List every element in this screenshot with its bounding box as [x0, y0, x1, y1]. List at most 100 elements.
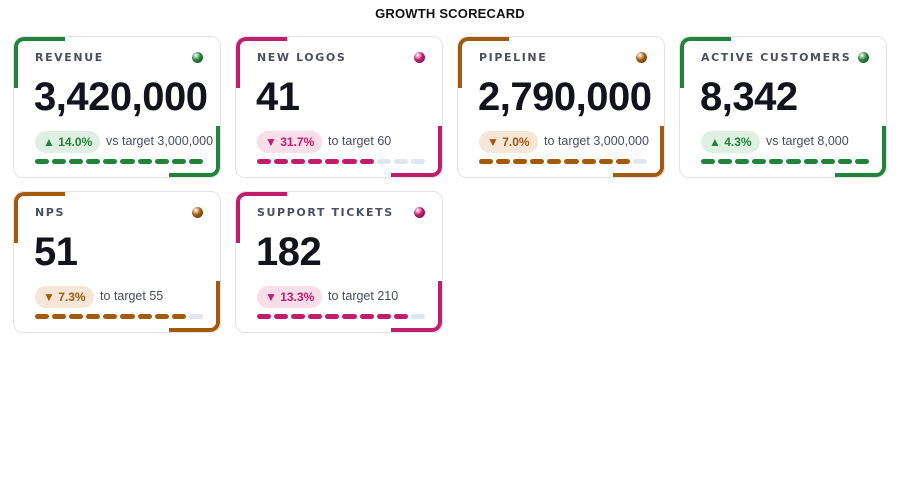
corner-accent-top-left	[14, 192, 65, 243]
progress-segment	[274, 314, 289, 319]
delta-badge: ▼ 13.3%	[257, 286, 323, 308]
progress-segment	[496, 159, 511, 164]
progress-segment	[837, 159, 852, 164]
kpi-value: 3,420,000	[34, 75, 208, 119]
corner-accent-top-left	[236, 37, 287, 88]
progress-segment	[393, 159, 408, 164]
progress-bar	[701, 159, 869, 165]
progress-segment	[188, 159, 203, 164]
kpi-card-support-tickets[interactable]: SUPPORT TICKETS 182 ▼ 13.3% to target 21…	[235, 191, 443, 333]
progress-segment	[86, 159, 101, 164]
kpi-value: 41	[256, 75, 300, 119]
progress-segment	[547, 159, 562, 164]
progress-segment	[171, 314, 186, 319]
progress-segment	[854, 159, 869, 164]
delta-badge: ▲ 14.0%	[35, 131, 101, 153]
progress-segment	[308, 314, 323, 319]
progress-segment	[530, 159, 545, 164]
kpi-label: NPS	[35, 206, 65, 219]
progress-bar	[257, 314, 425, 320]
progress-segment	[120, 159, 135, 164]
status-dot-icon	[414, 52, 425, 63]
progress-segment	[171, 159, 186, 164]
kpi-label: NEW LOGOS	[257, 51, 347, 64]
progress-segment	[718, 159, 733, 164]
progress-bar	[479, 159, 647, 165]
status-dot-icon	[192, 207, 203, 218]
progress-bar	[257, 159, 425, 165]
corner-accent-top-left	[458, 37, 509, 88]
corner-accent-bottom-right	[613, 126, 664, 177]
progress-segment	[701, 159, 716, 164]
progress-segment	[257, 159, 272, 164]
progress-segment	[35, 314, 50, 319]
kpi-card-pipeline[interactable]: PIPELINE 2,790,000 ▼ 7.0% to target 3,00…	[457, 36, 665, 178]
progress-segment	[52, 159, 67, 164]
status-dot-icon	[414, 207, 425, 218]
delta-badge: ▼ 7.0%	[479, 131, 538, 153]
kpi-card-active-customers[interactable]: ACTIVE CUSTOMERS 8,342 ▲ 4.3% vs target …	[679, 36, 887, 178]
page-title: GROWTH SCORECARD	[375, 6, 525, 21]
target-text: to target 60	[328, 134, 392, 148]
corner-accent-top-left	[14, 37, 65, 88]
progress-segment	[410, 314, 425, 319]
progress-segment	[325, 314, 340, 319]
progress-segment	[752, 159, 767, 164]
delta-badge: ▲ 4.3%	[701, 131, 760, 153]
progress-segment	[103, 314, 118, 319]
progress-segment	[376, 159, 391, 164]
progress-segment	[257, 314, 272, 319]
target-text: vs target 8,000	[766, 134, 849, 148]
target-text: to target 55	[100, 289, 164, 303]
corner-accent-top-left	[680, 37, 731, 88]
corner-accent-top-left	[236, 192, 287, 243]
progress-segment	[786, 159, 801, 164]
progress-segment	[308, 159, 323, 164]
corner-accent-bottom-right	[391, 126, 442, 177]
progress-segment	[393, 314, 408, 319]
progress-segment	[137, 159, 152, 164]
progress-segment	[274, 159, 289, 164]
corner-accent-bottom-right	[835, 126, 886, 177]
status-dot-icon	[858, 52, 869, 63]
progress-segment	[291, 314, 306, 319]
progress-segment	[154, 314, 169, 319]
progress-segment	[154, 159, 169, 164]
kpi-card-revenue[interactable]: REVENUE 3,420,000 ▲ 14.0% vs target 3,00…	[13, 36, 221, 178]
kpi-label: REVENUE	[35, 51, 104, 64]
progress-segment	[513, 159, 528, 164]
target-text: to target 210	[328, 289, 399, 303]
progress-segment	[137, 314, 152, 319]
progress-segment	[479, 159, 494, 164]
target-text: vs target 3,000,000	[106, 134, 214, 148]
progress-segment	[342, 314, 357, 319]
corner-accent-bottom-right	[391, 281, 442, 332]
progress-segment	[410, 159, 425, 164]
status-dot-icon	[636, 52, 647, 63]
progress-segment	[632, 159, 647, 164]
kpi-label: PIPELINE	[479, 51, 548, 64]
progress-segment	[188, 314, 203, 319]
progress-segment	[359, 159, 374, 164]
kpi-value: 182	[256, 230, 322, 274]
kpi-value: 2,790,000	[478, 75, 652, 119]
progress-segment	[359, 314, 374, 319]
progress-segment	[615, 159, 630, 164]
progress-segment	[325, 159, 340, 164]
target-text: to target 3,000,000	[544, 134, 649, 148]
corner-accent-bottom-right	[169, 126, 220, 177]
kpi-card-nps[interactable]: NPS 51 ▼ 7.3% to target 55	[13, 191, 221, 333]
progress-segment	[291, 159, 306, 164]
kpi-label: ACTIVE CUSTOMERS	[701, 51, 852, 64]
progress-segment	[103, 159, 118, 164]
kpi-value: 51	[34, 230, 78, 274]
progress-segment	[342, 159, 357, 164]
corner-accent-bottom-right	[169, 281, 220, 332]
progress-segment	[69, 314, 84, 319]
progress-segment	[769, 159, 784, 164]
kpi-card-new-logos[interactable]: NEW LOGOS 41 ▼ 31.7% to target 60	[235, 36, 443, 178]
progress-segment	[52, 314, 67, 319]
progress-bar	[35, 159, 203, 165]
progress-segment	[803, 159, 818, 164]
progress-bar	[35, 314, 203, 320]
